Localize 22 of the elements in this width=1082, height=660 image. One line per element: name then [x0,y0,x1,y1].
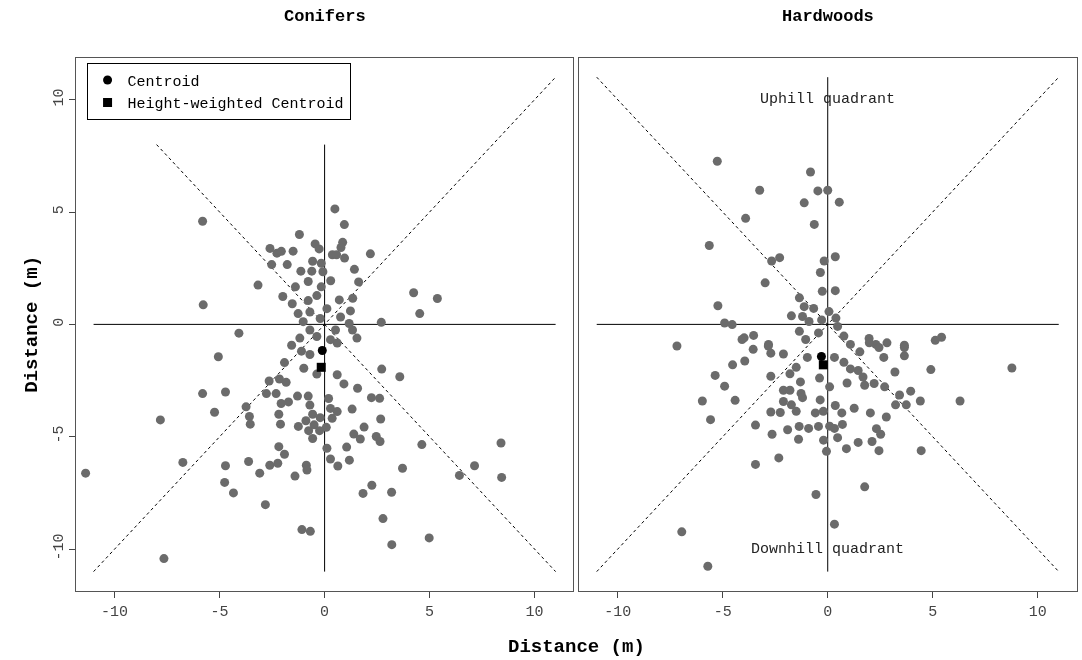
annotation: Downhill quadrant [751,541,905,558]
x-axis-title: Distance (m) [508,636,645,658]
y-tick-label: 0 [50,317,68,327]
x-tick-label: -5 [713,603,732,621]
x-tick-label: 5 [425,603,435,621]
x-tick-label: -10 [604,603,632,621]
x-tick-label: -5 [210,603,229,621]
legend-label: Height-weighted Centroid [127,96,344,114]
chart-title: Hardwoods [782,7,874,26]
x-tick-label: 5 [928,603,938,621]
y-tick-label: 5 [50,205,68,215]
x-tick-label: 0 [823,603,833,621]
y-tick-label: 10 [50,88,68,107]
x-tick-label: -10 [101,603,129,621]
y-axis-title: Distance (m) [20,255,43,393]
x-tick-label: 0 [320,603,330,621]
legend-label: Centroid [127,73,200,91]
x-tick-label: 10 [1028,603,1047,621]
x-tick-label: 10 [525,603,544,621]
y-tick-label: -5 [50,425,68,444]
chart-title: Conifers [284,7,366,26]
y-tick-label: -10 [50,533,68,561]
